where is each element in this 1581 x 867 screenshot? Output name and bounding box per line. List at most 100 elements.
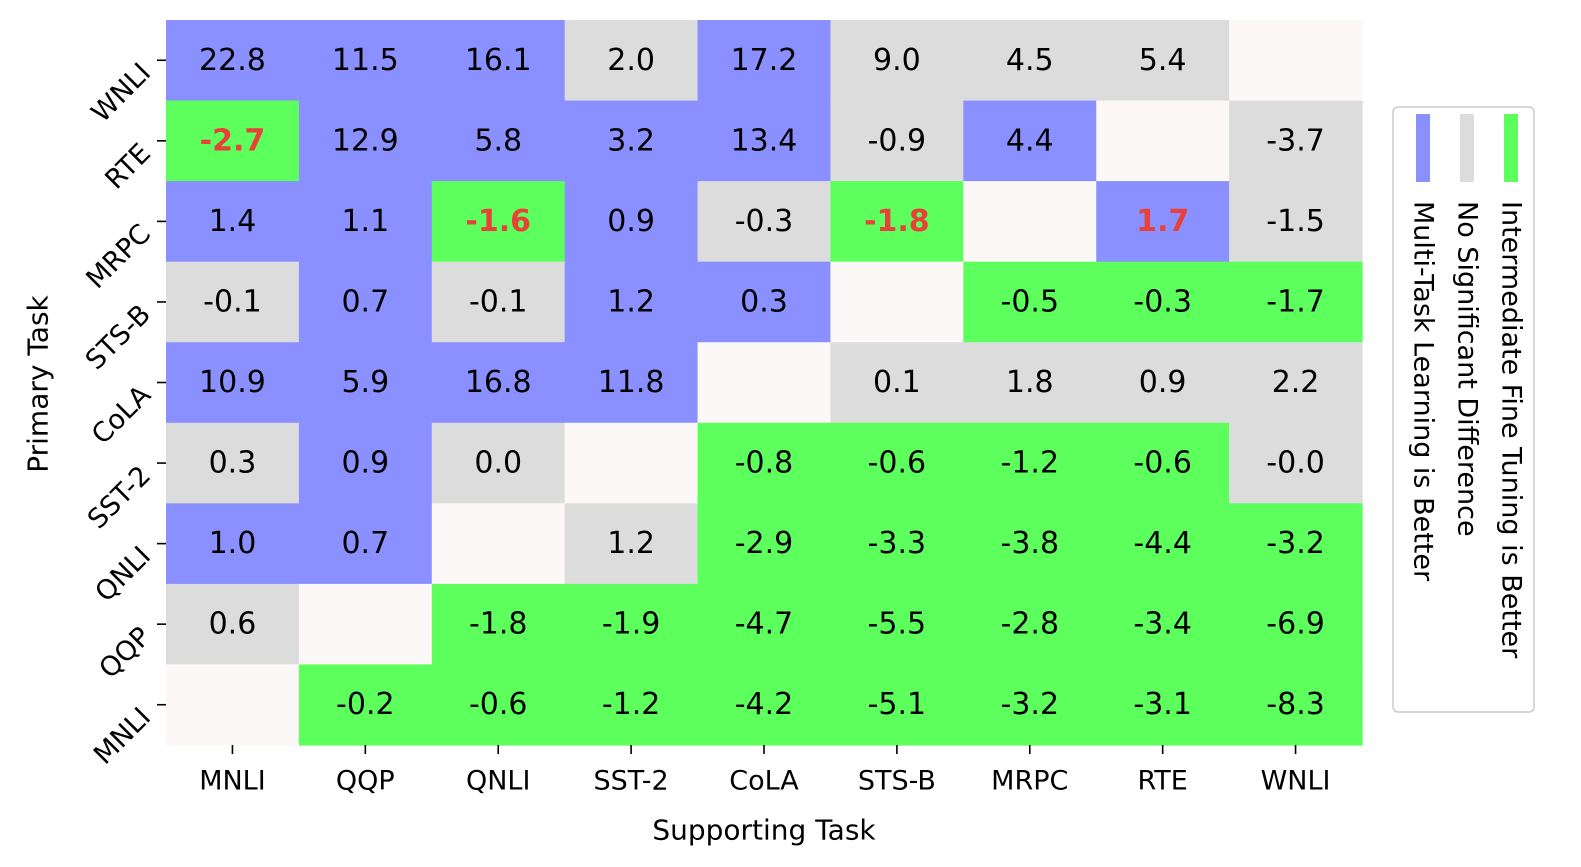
cell-value-label: 17.2 — [731, 43, 798, 78]
y-tick-label: RTE — [99, 138, 157, 196]
y-tick-label: QQP — [93, 621, 156, 684]
cell-value-label: -0.5 — [1001, 284, 1060, 319]
x-tick-label: MRPC — [991, 766, 1068, 797]
heatmap-cell — [166, 342, 300, 424]
heatmap-cell — [1229, 422, 1363, 504]
heatmap-cell — [431, 503, 566, 585]
cell-value-label: 1.2 — [607, 284, 655, 319]
cell-value-label: -2.8 — [1001, 607, 1060, 642]
cell-value-label: 11.5 — [332, 43, 399, 78]
heatmap-cell — [963, 664, 1097, 746]
heatmap-cell — [697, 503, 832, 585]
cell-value-label: -1.7 — [1266, 284, 1325, 319]
cell-value-label: -1.5 — [1266, 204, 1325, 239]
cell-value-label: -0.0 — [1266, 446, 1325, 481]
heatmap-cell — [166, 503, 300, 585]
heatmap-cell — [564, 342, 699, 424]
heatmap-cell — [697, 342, 832, 424]
heatmap-cell — [1096, 583, 1230, 666]
cell-value-label: -8.3 — [1266, 687, 1325, 722]
heatmap-cell — [166, 20, 300, 102]
heatmap-cell — [963, 422, 1097, 504]
heatmap-cell — [564, 503, 699, 585]
cell-value-label: 2.2 — [1272, 365, 1320, 400]
heatmap-cell — [830, 342, 964, 424]
heatmap-cell — [166, 100, 300, 182]
cell-value-label: 16.8 — [465, 365, 532, 400]
cell-value-label: -4.2 — [735, 687, 794, 722]
cell-value-label: -0.6 — [1133, 446, 1192, 481]
heatmap-cell — [298, 100, 433, 182]
heatmap-cell — [1229, 583, 1363, 666]
heatmap-cell — [166, 422, 300, 504]
heatmap-cell — [697, 20, 832, 102]
cell-value-label: -0.2 — [336, 687, 395, 722]
cell-value-label: -0.8 — [735, 446, 794, 481]
heatmap-cell — [963, 583, 1097, 666]
cell-value-label: 10.9 — [199, 365, 266, 400]
legend: Multi-Task Learning is Better No Signific… — [1392, 106, 1535, 713]
heatmap-cell — [963, 20, 1097, 102]
y-tick-label: QNLI — [89, 541, 157, 609]
heatmap-cell — [830, 422, 964, 504]
y-tick-label: CoLA — [86, 379, 157, 450]
x-axis: MNLI QQP QNLI SST-2 CoLA STS-B MRPC RTE WNLI — [199, 745, 1331, 797]
cell-value-label: -1.2 — [1001, 446, 1060, 481]
legend-label: Intermediate Fine Tuning is Better — [1496, 201, 1527, 659]
cell-value-label: 22.8 — [199, 43, 266, 78]
y-tick-label: STS-B — [80, 299, 157, 376]
cell-value-label: -0.9 — [868, 123, 927, 158]
cell-value-label: -3.7 — [1266, 123, 1325, 158]
cell-value-label: 5.4 — [1139, 43, 1187, 78]
heatmap-cell — [431, 261, 566, 343]
heatmap-cell — [1229, 261, 1363, 343]
heatmap-cell — [431, 181, 566, 263]
cell-value-label: -1.6 — [465, 204, 531, 239]
cell-value-label: -3.8 — [1001, 526, 1060, 561]
heatmap-cell — [298, 261, 433, 343]
cell-value-label: -4.7 — [735, 607, 794, 642]
heatmap-cell — [431, 20, 566, 102]
heatmap-cell — [1096, 20, 1230, 102]
cell-value-label: -3.2 — [1001, 687, 1060, 722]
heatmap-cell — [830, 664, 964, 746]
cell-value-label: -1.8 — [469, 607, 528, 642]
heatmap-cell — [564, 100, 699, 182]
cell-value-label: 0.3 — [740, 284, 788, 319]
heatmap-cells: 22.8 11.5 16.1 2.0 17.2 9.0 4.5 5.4 -2.7 12.9 5.8 3… — [166, 20, 1363, 746]
heatmap-cell — [1096, 261, 1230, 343]
x-axis-label: Supporting Task — [652, 814, 876, 847]
cell-value-label: -0.3 — [735, 204, 794, 239]
cell-value-label: 3.2 — [607, 123, 655, 158]
cell-value-label: -0.1 — [469, 284, 528, 319]
heatmap-cell — [1096, 422, 1230, 504]
y-tick-label: SST-2 — [82, 460, 157, 535]
legend-label: No Significant Difference — [1452, 201, 1483, 537]
heatmap-cell — [1096, 342, 1230, 424]
heatmap-cell — [1229, 100, 1363, 182]
heatmap-cell — [830, 20, 964, 102]
cell-value-label: 1.4 — [209, 204, 257, 239]
heatmap-cell — [564, 422, 699, 504]
cell-value-label: 5.9 — [341, 365, 389, 400]
cell-value-label: 0.3 — [209, 446, 257, 481]
x-tick-label: RTE — [1137, 766, 1187, 797]
legend-frame — [1392, 106, 1535, 713]
heatmap-cell — [298, 664, 433, 746]
heatmap-cell — [298, 20, 433, 102]
heatmap-cell — [830, 583, 964, 666]
heatmap-cell — [697, 583, 832, 666]
cell-value-label: -0.1 — [203, 284, 262, 319]
heatmap-cell — [830, 261, 964, 343]
cell-value-label: 1.7 — [1136, 204, 1189, 239]
cell-value-label: 0.1 — [873, 365, 921, 400]
heatmap-cell — [697, 181, 832, 263]
cell-value-label: -3.4 — [1133, 607, 1192, 642]
x-tick-label: WNLI — [1261, 766, 1331, 797]
cell-value-label: 13.4 — [731, 123, 798, 158]
heatmap-cell — [298, 181, 433, 263]
cell-value-label: 0.7 — [341, 526, 389, 561]
heatmap-cell — [431, 422, 566, 504]
heatmap-cell — [697, 664, 832, 746]
